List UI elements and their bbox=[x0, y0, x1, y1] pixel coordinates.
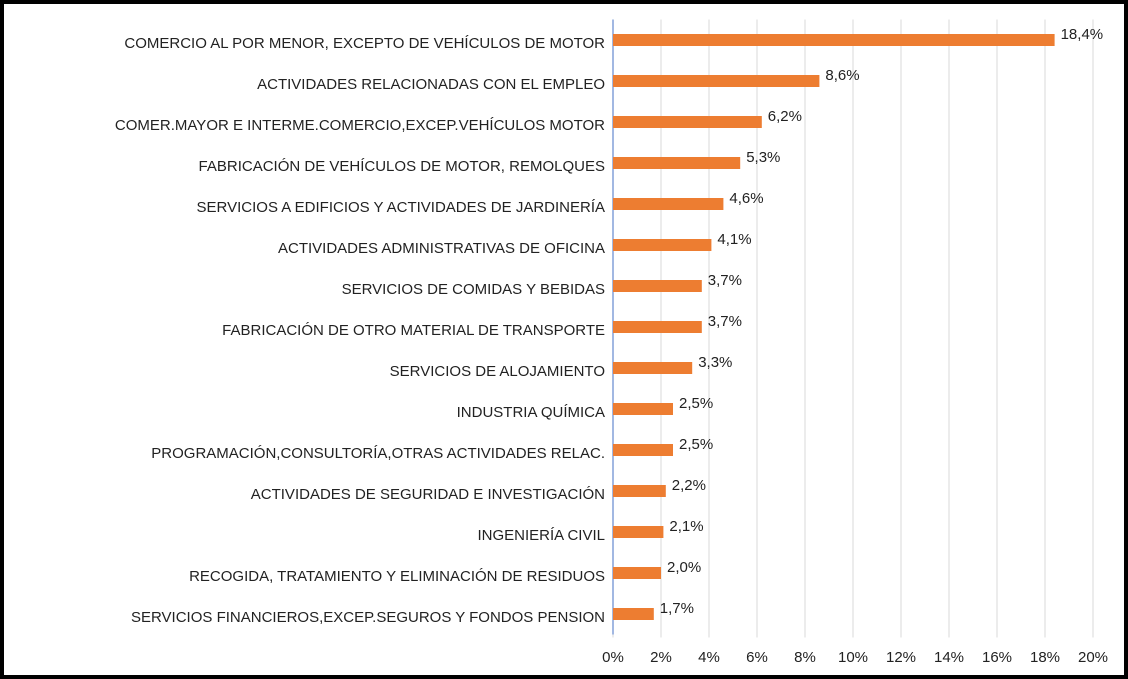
x-tick-label: 8% bbox=[794, 649, 816, 666]
bar bbox=[613, 198, 724, 210]
value-label: 4,6% bbox=[729, 190, 763, 207]
y-tick-label: FABRICACIÓN DE VEHÍCULOS DE MOTOR, REMOL… bbox=[199, 158, 605, 175]
y-tick-label: INDUSTRIA QUÍMICA bbox=[457, 404, 605, 421]
value-label: 4,1% bbox=[717, 231, 751, 248]
y-tick-label: SERVICIOS DE ALOJAMIENTO bbox=[390, 363, 605, 380]
value-label: 2,5% bbox=[679, 436, 713, 453]
x-tick-label: 16% bbox=[982, 649, 1012, 666]
value-label: 3,7% bbox=[708, 313, 742, 330]
y-tick-label: FABRICACIÓN DE OTRO MATERIAL DE TRANSPOR… bbox=[222, 322, 605, 339]
y-tick-label: ACTIVIDADES DE SEGURIDAD E INVESTIGACIÓN bbox=[251, 486, 605, 503]
y-tick-label: ACTIVIDADES RELACIONADAS CON EL EMPLEO bbox=[257, 76, 605, 93]
x-tick-label: 20% bbox=[1078, 649, 1108, 666]
y-tick-label: INGENIERÍA CIVIL bbox=[477, 527, 605, 544]
value-label: 1,7% bbox=[660, 600, 694, 617]
value-label: 3,3% bbox=[698, 354, 732, 371]
bar bbox=[613, 34, 1055, 46]
y-tick-label: SERVICIOS DE COMIDAS Y BEBIDAS bbox=[342, 281, 605, 298]
x-tick-label: 10% bbox=[838, 649, 868, 666]
value-label: 6,2% bbox=[768, 108, 802, 125]
bar bbox=[613, 116, 762, 128]
bar bbox=[613, 444, 673, 456]
bar bbox=[613, 526, 664, 538]
y-tick-label: ACTIVIDADES ADMINISTRATIVAS DE OFICINA bbox=[278, 240, 605, 257]
x-tick-label: 18% bbox=[1030, 649, 1060, 666]
x-tick-label: 4% bbox=[698, 649, 720, 666]
bar bbox=[613, 239, 712, 251]
bar bbox=[613, 75, 820, 87]
value-label: 2,0% bbox=[667, 559, 701, 576]
bar bbox=[613, 608, 654, 620]
x-tick-label: 6% bbox=[746, 649, 768, 666]
x-tick-label: 14% bbox=[934, 649, 964, 666]
value-label: 2,1% bbox=[669, 518, 703, 535]
x-tick-label: 12% bbox=[886, 649, 916, 666]
bar bbox=[613, 362, 693, 374]
bar bbox=[613, 567, 661, 579]
bar bbox=[613, 280, 702, 292]
y-tick-label: PROGRAMACIÓN,CONSULTORÍA,OTRAS ACTIVIDAD… bbox=[151, 445, 605, 462]
bar bbox=[613, 485, 666, 497]
bar bbox=[613, 321, 702, 333]
y-tick-label: COMER.MAYOR E INTERME.COMERCIO,EXCEP.VEH… bbox=[115, 117, 605, 134]
value-label: 2,2% bbox=[672, 477, 706, 494]
bar bbox=[613, 157, 741, 169]
value-label: 3,7% bbox=[708, 272, 742, 289]
x-tick-label: 2% bbox=[650, 649, 672, 666]
value-label: 2,5% bbox=[679, 395, 713, 412]
y-tick-label: SERVICIOS A EDIFICIOS Y ACTIVIDADES DE J… bbox=[197, 199, 605, 216]
x-tick-label: 0% bbox=[602, 649, 624, 666]
bar bbox=[613, 403, 673, 415]
y-tick-label: SERVICIOS FINANCIEROS,EXCEP.SEGUROS Y FO… bbox=[131, 609, 605, 626]
value-label: 18,4% bbox=[1061, 26, 1104, 43]
value-label: 5,3% bbox=[746, 149, 780, 166]
y-tick-label: COMERCIO AL POR MENOR, EXCEPTO DE VEHÍCU… bbox=[124, 35, 605, 52]
value-label: 8,6% bbox=[825, 67, 859, 84]
y-tick-label: RECOGIDA, TRATAMIENTO Y ELIMINACIÓN DE R… bbox=[189, 568, 605, 585]
